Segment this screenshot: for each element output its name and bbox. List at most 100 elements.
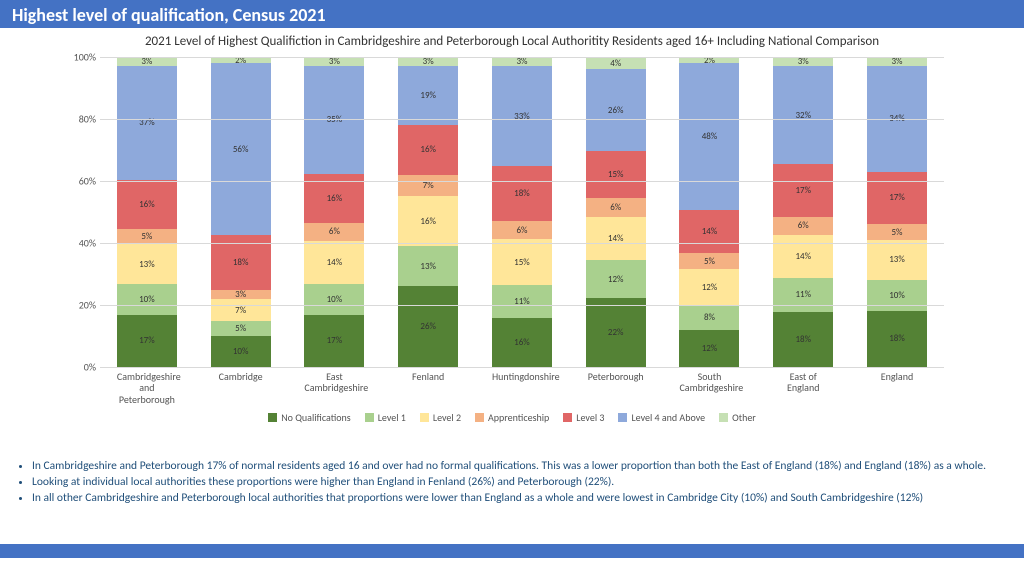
bullet-list: In Cambridgeshire and Peterborough 17% o… [0, 453, 1024, 506]
bar-segment: 10% [117, 284, 177, 315]
x-label: England [867, 371, 927, 406]
gridline [100, 119, 944, 120]
legend: No QualificationsLevel 1Level 2Apprentic… [70, 411, 954, 424]
legend-swatch [563, 413, 572, 422]
bar-segment: 26% [398, 286, 458, 367]
bar-segment: 3% [867, 57, 927, 66]
bar-column: 17%10%13%5%16%37%3% [117, 57, 177, 367]
gridline [100, 57, 944, 58]
legend-label: Level 4 and Above [631, 411, 705, 424]
legend-item: Level 4 and Above [618, 411, 705, 424]
y-tick: 0% [84, 360, 96, 373]
bar-segment: 16% [398, 196, 458, 246]
legend-swatch [618, 413, 627, 422]
bar-segment: 3% [117, 57, 177, 66]
bar-segment: 15% [586, 151, 646, 198]
bar-segment: 6% [304, 223, 364, 241]
legend-item: No Qualifications [268, 411, 351, 424]
bar-segment: 11% [773, 278, 833, 312]
legend-label: Level 3 [576, 411, 604, 424]
bar-segment: 5% [679, 253, 739, 268]
bar-segment: 48% [679, 63, 739, 210]
x-label: Huntingdonshire [492, 371, 552, 406]
bar-segment: 17% [304, 315, 364, 367]
bar-segment: 14% [586, 217, 646, 261]
x-label: Cambridgeshire and Peterborough [117, 371, 177, 406]
bar-segment: 22% [586, 298, 646, 367]
legend-item: Level 3 [563, 411, 604, 424]
bar-segment: 5% [867, 224, 927, 240]
bar-segment: 5% [211, 321, 271, 336]
y-tick: 80% [79, 112, 96, 125]
bar-segment: 17% [117, 315, 177, 367]
page-title: Highest level of qualification, Census 2… [12, 4, 326, 26]
legend-swatch [365, 413, 374, 422]
legend-item: Other [719, 411, 756, 424]
bar-segment: 56% [211, 63, 271, 235]
y-tick: 20% [79, 298, 96, 311]
gridline [100, 181, 944, 182]
x-label: East Cambridgeshire [304, 371, 364, 406]
bar-segment: 4% [586, 57, 646, 70]
x-label: East of England [773, 371, 833, 406]
x-label: South Cambridgeshire [679, 371, 739, 406]
bar-segment: 18% [492, 166, 552, 221]
bar-segment: 17% [773, 164, 833, 216]
bar-segment: 32% [773, 66, 833, 164]
legend-swatch [475, 413, 484, 422]
bar-segment: 18% [867, 311, 927, 367]
bullet-item: In Cambridgeshire and Peterborough 17% o… [32, 459, 1002, 474]
legend-label: No Qualifications [281, 411, 351, 424]
bar-segment: 16% [398, 125, 458, 175]
bullet-item: Looking at individual local authorities … [32, 475, 1002, 490]
legend-item: Level 2 [420, 411, 461, 424]
y-axis: 0%20%40%60%80%100% [66, 57, 96, 367]
chart-plot: 0%20%40%60%80%100% 17%10%13%5%16%37%3%10… [100, 57, 944, 367]
x-axis-labels: Cambridgeshire and PeterboroughCambridge… [100, 371, 944, 406]
bar-segment: 7% [211, 299, 271, 320]
bar-segment: 33% [492, 66, 552, 166]
bullet-item: In all other Cambridgeshire and Peterbor… [32, 491, 1002, 506]
bar-segment: 14% [773, 235, 833, 278]
bar-segment: 12% [679, 330, 739, 367]
bar-segment: 3% [773, 57, 833, 66]
bar-segment: 6% [492, 221, 552, 239]
y-tick: 40% [79, 236, 96, 249]
legend-swatch [719, 413, 728, 422]
gridline [100, 367, 944, 368]
bar-segment: 3% [211, 290, 271, 299]
bar-column: 26%13%16%7%16%19%3% [398, 57, 458, 367]
legend-swatch [420, 413, 429, 422]
bar-column: 18%11%14%6%17%32%3% [773, 57, 833, 367]
bar-segment: 16% [492, 318, 552, 367]
bar-segment: 10% [211, 336, 271, 367]
bars-group: 17%10%13%5%16%37%3%10%5%7%3%18%56%2%17%1… [100, 57, 944, 367]
bar-segment: 10% [304, 284, 364, 315]
bar-segment: 37% [117, 66, 177, 180]
bar-segment: 17% [867, 172, 927, 225]
gridline [100, 243, 944, 244]
bar-segment: 16% [117, 180, 177, 229]
chart-container: 2021 Level of Highest Qualifiction in Ca… [0, 28, 1024, 453]
bar-segment: 5% [117, 229, 177, 244]
bar-segment: 13% [867, 240, 927, 280]
bar-segment: 8% [679, 306, 739, 331]
bar-segment: 13% [117, 244, 177, 284]
bar-segment: 12% [586, 260, 646, 298]
bar-segment: 15% [492, 239, 552, 285]
bar-segment: 3% [492, 57, 552, 66]
bar-segment: 26% [586, 69, 646, 150]
bar-segment: 18% [773, 312, 833, 367]
bar-segment: 3% [398, 57, 458, 66]
legend-label: Apprenticeship [488, 411, 549, 424]
footer-bar [0, 544, 1024, 558]
legend-label: Other [732, 411, 756, 424]
legend-label: Level 2 [433, 411, 461, 424]
x-label: Peterborough [586, 371, 646, 406]
bar-segment: 10% [867, 280, 927, 311]
chart-title: 2021 Level of Highest Qualifiction in Ca… [70, 34, 954, 51]
y-tick: 100% [74, 50, 96, 63]
bar-column: 12%8%12%5%14%48%2% [679, 57, 739, 367]
bar-column: 16%11%15%6%18%33%3% [492, 57, 552, 367]
legend-swatch [268, 413, 277, 422]
